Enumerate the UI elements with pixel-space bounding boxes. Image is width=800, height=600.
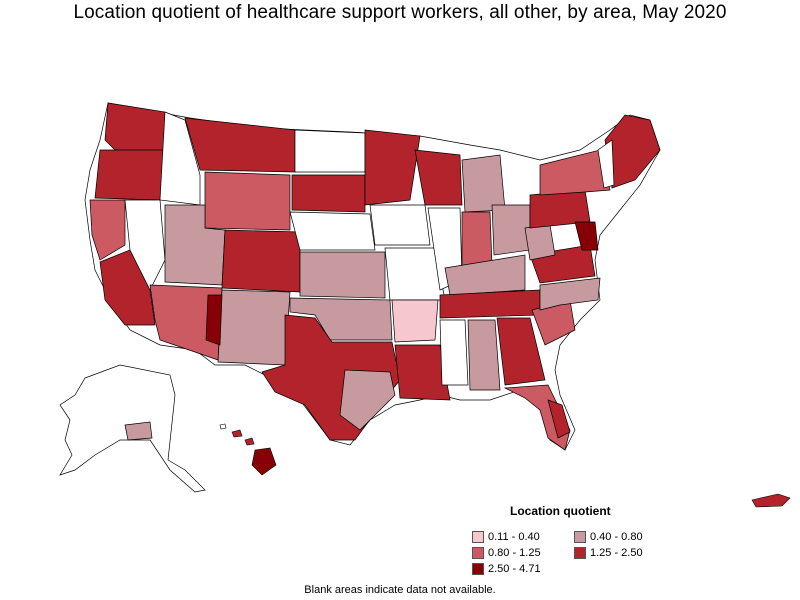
region-tx-coast — [339, 369, 396, 431]
region-id — [159, 111, 201, 206]
region-vt-nh — [597, 139, 615, 189]
region-nm-hot — [205, 294, 223, 346]
legend-swatch-3 — [472, 547, 484, 559]
region-mn — [364, 129, 421, 206]
legend-label-1: 0.11 - 0.40 — [488, 531, 540, 543]
region-ca-north — [89, 199, 126, 261]
legend-label-5: 2.50 - 4.71 — [488, 563, 541, 575]
region-fl — [503, 384, 571, 451]
map-title: Location quotient of healthcare support … — [73, 2, 727, 23]
region-mi — [461, 154, 506, 213]
region-co — [221, 229, 301, 293]
region-new-england — [604, 114, 661, 189]
region-mt — [184, 117, 296, 173]
alaska — [59, 364, 206, 493]
region-ga — [496, 317, 546, 386]
region-sd — [291, 174, 366, 213]
region-wy — [204, 171, 291, 231]
region-ky — [444, 254, 526, 296]
legend-swatch-5 — [472, 563, 484, 575]
hawaii — [219, 423, 277, 476]
region-az — [149, 284, 223, 361]
region-nv — [124, 199, 166, 291]
alaska-region — [124, 421, 153, 441]
region-ny — [539, 149, 611, 196]
region-wa — [104, 102, 169, 156]
puerto-rico-island — [751, 493, 791, 508]
region-wv — [524, 224, 556, 261]
legend-swatch-1 — [472, 531, 484, 543]
region-or — [94, 149, 166, 201]
legend-item-1: 0.11 - 0.40 — [472, 530, 540, 544]
region-ks — [299, 251, 386, 299]
legend-swatch-4 — [574, 547, 586, 559]
legend-label-2: 0.40 - 0.80 — [590, 531, 643, 543]
legend-item-4: 1.25 - 2.50 — [574, 546, 643, 560]
region-nc — [539, 277, 601, 311]
legend-title: Location quotient — [510, 504, 611, 518]
legend-label-3: 0.80 - 1.25 — [488, 547, 541, 559]
region-ia — [369, 204, 431, 246]
legend-item-5: 2.50 - 4.71 — [472, 562, 541, 576]
hawaii-island-2 — [231, 429, 243, 438]
region-al — [467, 319, 501, 391]
hawaii-island-3 — [244, 437, 255, 446]
hawaii-big-island — [251, 447, 277, 476]
legend-item-3: 0.80 - 1.25 — [472, 546, 541, 560]
puerto-rico — [751, 493, 791, 508]
region-fl-se — [547, 399, 571, 439]
region-wi — [414, 149, 463, 206]
region-nm — [217, 289, 291, 366]
region-ms — [439, 319, 469, 386]
legend-item-2: 0.40 - 0.80 — [574, 530, 643, 544]
hawaii-island-1 — [219, 423, 227, 430]
footnote: Blank areas indicate data not available. — [304, 584, 496, 596]
region-la — [394, 344, 451, 401]
region-md — [574, 221, 599, 251]
region-ar — [391, 299, 439, 343]
region-tn — [439, 289, 541, 319]
region-oh — [491, 204, 531, 256]
legend-swatch-2 — [574, 531, 586, 543]
conus-map — [84, 102, 661, 451]
region-ne — [289, 211, 376, 251]
region-nd — [294, 129, 366, 173]
legend-label-4: 1.25 - 2.50 — [590, 547, 643, 559]
